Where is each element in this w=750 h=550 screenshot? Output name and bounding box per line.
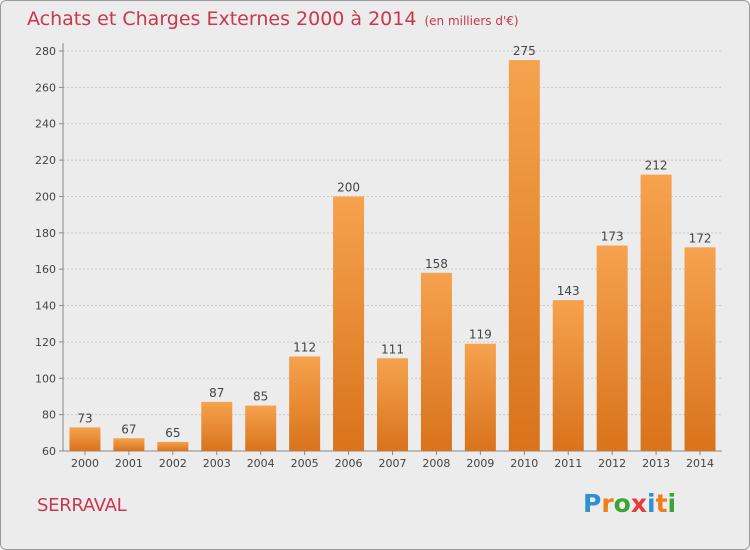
commune-name: SERRAVAL xyxy=(37,495,127,516)
x-tick-label-2005: 2005 xyxy=(291,457,319,470)
x-tick-label-2014: 2014 xyxy=(686,457,714,470)
bar-2007 xyxy=(377,358,408,451)
bar-2003 xyxy=(201,401,233,451)
data-label-2013: 212 xyxy=(645,159,668,173)
data-label-2008: 158 xyxy=(425,257,448,271)
bar-2005 xyxy=(289,356,321,451)
y-tick-label: 160 xyxy=(35,263,56,276)
x-tick-label-2001: 2001 xyxy=(115,457,143,470)
y-tick-label: 80 xyxy=(42,409,56,422)
y-tick-label: 280 xyxy=(35,45,56,58)
bar-2011 xyxy=(552,300,584,451)
bar-2004 xyxy=(245,405,277,451)
bar-2002 xyxy=(157,441,189,451)
data-label-2011: 143 xyxy=(557,284,580,298)
x-tick-label-2002: 2002 xyxy=(159,457,187,470)
x-tick-label-2004: 2004 xyxy=(247,457,275,470)
bar-2000 xyxy=(69,427,101,451)
bar-2001 xyxy=(113,438,145,451)
x-tick-label-2000: 2000 xyxy=(71,457,99,470)
data-label-2006: 200 xyxy=(337,180,360,194)
data-label-2002: 65 xyxy=(165,426,180,440)
data-label-2010: 275 xyxy=(513,44,536,58)
y-tick-label: 180 xyxy=(35,227,56,240)
data-label-2014: 172 xyxy=(689,231,712,245)
data-label-2001: 67 xyxy=(121,422,136,436)
y-tick-label: 200 xyxy=(35,190,56,203)
bars xyxy=(69,60,716,452)
unit-subtitle: (en milliers d'€) xyxy=(424,14,519,28)
x-tick-label-2009: 2009 xyxy=(466,457,494,470)
logo-letter: i xyxy=(647,489,656,518)
logo-letter: r xyxy=(601,489,614,518)
chart-title: Achats et Charges Externes 2000 à 2014 (e… xyxy=(27,8,519,30)
title-text: Achats et Charges Externes 2000 à 2014 xyxy=(27,8,417,30)
y-tick-label: 240 xyxy=(35,118,56,131)
y-tick-label: 140 xyxy=(35,300,56,313)
logo-letter: t xyxy=(655,489,668,518)
data-label-2000: 73 xyxy=(77,411,92,425)
bar-2013 xyxy=(640,174,672,452)
bar-2010 xyxy=(508,60,540,451)
x-tick-label-2011: 2011 xyxy=(554,457,582,470)
y-tick-label: 100 xyxy=(35,372,56,385)
bar-2006 xyxy=(333,196,365,451)
labels: 60 80 100 120 140 160 180 200 220 240 260 280 73 2000… xyxy=(35,44,714,470)
x-tick-label-2007: 2007 xyxy=(379,457,407,470)
logo-letter: P xyxy=(583,489,602,518)
x-tick-label-2006: 2006 xyxy=(335,457,363,470)
x-tick-label-2013: 2013 xyxy=(642,457,670,470)
bar-2009 xyxy=(464,343,496,451)
y-tick-label: 60 xyxy=(42,445,56,458)
data-label-2009: 119 xyxy=(469,328,492,342)
y-tick-label: 260 xyxy=(35,81,56,94)
x-tick-label-2010: 2010 xyxy=(510,457,538,470)
x-tick-label-2012: 2012 xyxy=(598,457,626,470)
data-label-2007: 111 xyxy=(381,342,404,356)
bar-2008 xyxy=(420,272,452,451)
proxiti-logo[interactable]: Proxiti xyxy=(583,489,676,518)
x-tick-label-2003: 2003 xyxy=(203,457,231,470)
y-tick-label: 120 xyxy=(35,336,56,349)
data-label-2005: 112 xyxy=(293,340,316,354)
logo-letter: i xyxy=(667,489,677,518)
y-tick-label: 220 xyxy=(35,154,56,167)
bar-2012 xyxy=(596,245,628,451)
logo-letter: x xyxy=(630,489,647,518)
data-label-2012: 173 xyxy=(601,230,624,244)
data-label-2003: 87 xyxy=(209,386,224,400)
logo-letter: o xyxy=(613,489,631,518)
data-label-2004: 85 xyxy=(253,390,268,404)
x-tick-label-2008: 2008 xyxy=(422,457,450,470)
bar-2014 xyxy=(684,247,716,451)
